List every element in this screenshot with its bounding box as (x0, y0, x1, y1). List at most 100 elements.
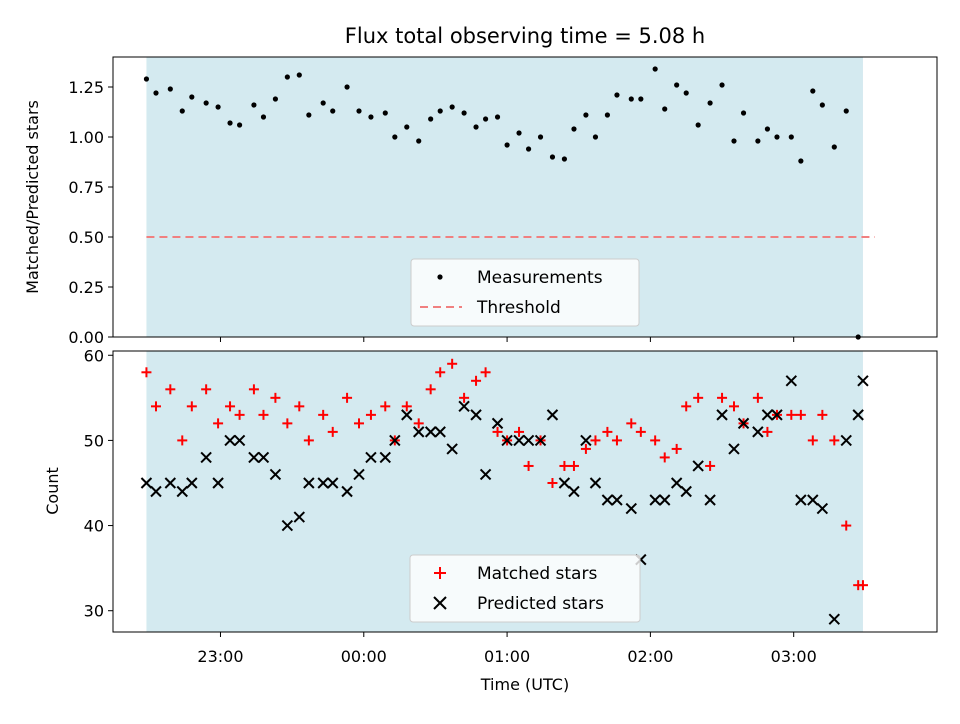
predicted-star-point (716, 409, 728, 421)
matched-star-point (795, 409, 806, 420)
x-tick-label: 01:00 (484, 647, 530, 666)
bottom-legend-box (409, 554, 641, 623)
measurement-point (819, 102, 825, 108)
predicted-star-point (852, 409, 864, 421)
x-tick-label: 00:00 (341, 647, 387, 666)
top-panel-x-ticks (219, 337, 795, 342)
predicted-star-point (816, 502, 829, 515)
measurement-point (416, 138, 422, 144)
matched-star-point (590, 435, 601, 446)
predicted-star-point (341, 485, 353, 498)
measurement-point (628, 96, 634, 102)
bottom-panel-y-ticks: 30 40 50 60 (84, 346, 113, 621)
predicted-star-point (379, 451, 391, 464)
matched-star-point (282, 418, 293, 429)
measurement-point (831, 144, 837, 150)
predicted-star-point (601, 494, 614, 506)
measurement-point (740, 110, 747, 116)
predicted-star-point (353, 468, 365, 481)
predicted-star-point (589, 477, 602, 489)
measurement-point (272, 96, 279, 102)
measurement-point (251, 102, 257, 108)
measurement-point (482, 116, 489, 122)
matched-star-point (523, 460, 534, 471)
predicted-star-point (828, 613, 841, 625)
x-tick-label: 23:00 (197, 647, 243, 666)
predicted-star-point (186, 477, 198, 489)
measurement-point (428, 116, 434, 122)
y-tick-label: 0.75 (68, 178, 104, 197)
predicted-star-point (840, 434, 852, 447)
predicted-star-point (513, 434, 525, 447)
measurement-point (662, 106, 668, 112)
predicted-star-point (795, 494, 807, 506)
matched-star-point (425, 384, 436, 395)
x-tick-label: 02:00 (627, 647, 673, 666)
measurements-series (143, 66, 861, 340)
matched-star-point (480, 367, 491, 378)
y-tick-label: 50 (84, 431, 104, 450)
measurement-point (494, 114, 501, 120)
measurement-point (260, 114, 267, 120)
measurement-point (215, 104, 221, 110)
measurement-point (504, 142, 510, 148)
predicted-star-point (580, 434, 592, 447)
measurement-point (683, 90, 689, 96)
predicted-star-point (212, 477, 224, 489)
predicted-star-point (365, 451, 377, 464)
measurement-point (755, 138, 761, 144)
matched-star-point (705, 460, 716, 471)
predicted-star-point (303, 477, 315, 489)
matched-star-point (807, 435, 818, 446)
measurement-point (537, 134, 544, 140)
measurement-point (404, 124, 410, 130)
y-tick-label: 60 (84, 346, 104, 365)
top-legend-box (410, 258, 640, 327)
matched-star-point (213, 418, 224, 429)
chart-title: Flux total observing time = 5.08 h (345, 24, 705, 48)
predicted-star-point (317, 477, 329, 489)
matched-star-point (141, 367, 152, 378)
matched-star-point (817, 409, 828, 420)
matched-star-point (365, 409, 376, 420)
measurements-legend-marker (437, 274, 443, 280)
measurement-point (674, 82, 680, 88)
measurement-point (843, 108, 849, 114)
predicted-star-point (670, 477, 683, 489)
predicted-star-point (692, 460, 704, 472)
measurement-point (392, 134, 398, 140)
measurement-point (320, 100, 326, 106)
predicted-star-point (446, 443, 458, 455)
predicted-star-point (389, 434, 401, 447)
predicted-star-point (176, 485, 188, 498)
matched-star-point (681, 401, 692, 412)
matched-star-point (717, 392, 728, 403)
matched-star-point (225, 401, 236, 412)
y-tick-label: 1.25 (68, 78, 104, 97)
predicted-star-point (458, 400, 470, 413)
predicted-star-point (224, 434, 236, 447)
y-tick-label: 40 (84, 517, 104, 536)
predicted-star-point (150, 485, 162, 498)
matched-star-point (841, 520, 852, 531)
predicted-star-point (807, 494, 819, 506)
measurement-point (153, 90, 159, 96)
matched-star-point (611, 435, 622, 446)
bottom-panel-x-ticks: 23:00 00:00 01:00 02:00 03:00 (197, 632, 817, 666)
matched-star-point (568, 460, 579, 471)
matched-star-point (327, 426, 338, 437)
measurement-point (382, 110, 388, 116)
predicted-star-point (728, 443, 740, 455)
matched-star-point (602, 426, 613, 437)
matched-star-point (514, 426, 525, 437)
predicted-star-point (857, 375, 869, 387)
measurement-point (143, 76, 150, 82)
matched-star-point (201, 384, 212, 395)
measurement-point (707, 100, 713, 106)
measurement-point (437, 108, 443, 114)
matched-star-point (786, 409, 797, 420)
matched-star-point (294, 401, 305, 412)
measurements-legend-label: Measurements (477, 268, 603, 288)
predicted-star-point (659, 494, 671, 506)
measurement-point (449, 104, 455, 110)
